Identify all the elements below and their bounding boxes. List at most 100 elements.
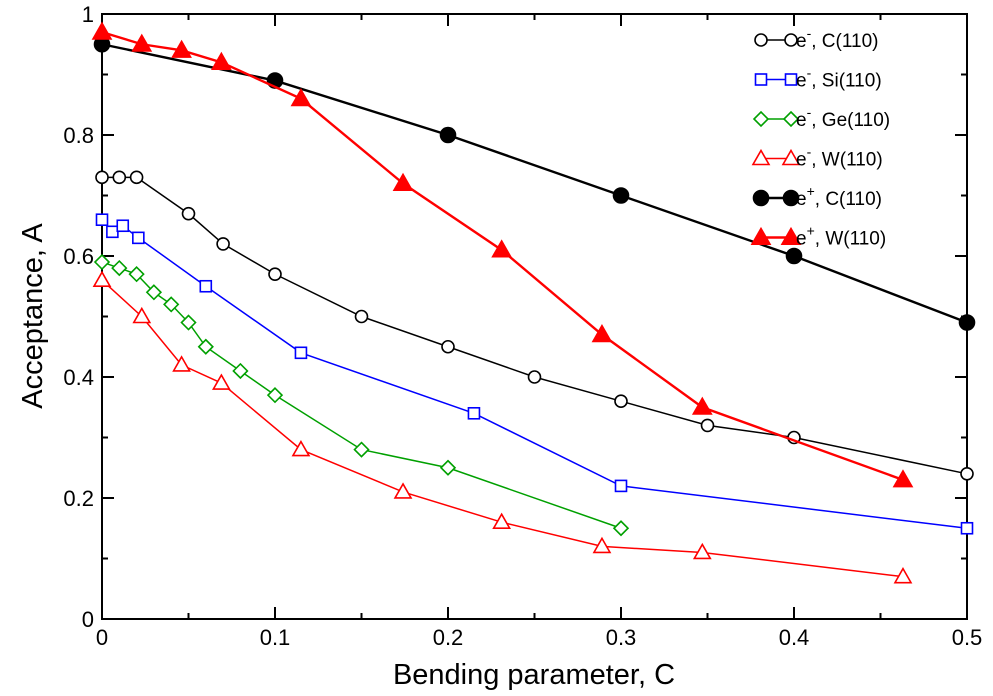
data-point [291, 439, 311, 457]
data-point [145, 284, 163, 301]
y-tick-label: 0.4 [63, 365, 94, 390]
data-point [93, 253, 111, 271]
legend-label: e-, Ge(110) [796, 104, 890, 131]
data-point [211, 373, 231, 390]
data-point [893, 567, 913, 584]
data-point [784, 73, 798, 86]
data-point [216, 237, 230, 251]
data-point [467, 406, 481, 420]
y-tick-label: 0.6 [63, 244, 94, 269]
data-point [354, 309, 369, 324]
x-tick-label: 0.2 [433, 625, 464, 650]
data-point [614, 394, 628, 409]
data-point [116, 219, 130, 233]
data-point [181, 206, 196, 221]
data-point [751, 148, 771, 166]
data-point [210, 51, 232, 70]
legend-label: e+, W(110) [796, 223, 886, 250]
data-point [754, 33, 768, 47]
x-tick-label: 0.5 [952, 625, 983, 650]
data-point [132, 231, 145, 245]
data-point [780, 226, 802, 246]
legend-entry: e+, C(110) [752, 183, 882, 210]
x-tick-label: 0.3 [606, 625, 637, 650]
series-2 [93, 253, 630, 537]
data-point [892, 469, 914, 488]
series-line [101, 279, 904, 578]
data-point [95, 170, 109, 185]
data-point [439, 126, 457, 144]
data-point [784, 33, 798, 47]
series-line [101, 261, 622, 529]
data-point [111, 259, 128, 277]
plot-frame [101, 13, 968, 620]
data-point [106, 225, 119, 239]
data-point [131, 33, 153, 52]
legend-entry: e-, Ge(110) [752, 104, 890, 131]
data-point [781, 148, 801, 166]
x-tick-label: 0.4 [779, 625, 810, 650]
data-point [491, 239, 513, 258]
data-point [750, 226, 772, 246]
series-3 [92, 270, 913, 584]
data-point [782, 110, 800, 128]
data-point [691, 396, 713, 415]
data-point [700, 418, 715, 433]
data-point [163, 296, 180, 313]
data-point [785, 247, 803, 265]
data-point [199, 279, 213, 293]
data-point [91, 21, 113, 40]
data-point [439, 459, 457, 476]
data-point [268, 267, 282, 281]
legend-entry: e+, W(110) [750, 223, 886, 250]
legend-entry: e-, W(110) [751, 144, 883, 171]
data-point [393, 482, 413, 499]
data-point [958, 314, 976, 331]
legend-label: e-, C(110) [796, 25, 878, 52]
data-point [197, 338, 214, 355]
data-point [95, 213, 109, 226]
data-point [960, 466, 974, 481]
data-point [692, 542, 712, 560]
series-5 [91, 21, 914, 488]
data-point [128, 266, 145, 283]
y-tick-label: 0.2 [63, 486, 94, 511]
data-point [171, 39, 192, 58]
legend: e-, C(110) e-, Si(110) e-, Ge(110) e-, W(11… [750, 25, 890, 250]
data-point [960, 521, 974, 535]
series-0 [95, 170, 974, 481]
data-point [441, 339, 455, 354]
data-point [132, 306, 152, 324]
x-axis-label: Bending parameter, C [393, 659, 675, 691]
series-line [102, 176, 968, 475]
data-point [592, 536, 612, 554]
data-point [290, 88, 312, 107]
data-point [612, 187, 630, 204]
data-point [591, 324, 613, 343]
data-point [266, 387, 284, 404]
data-point [527, 370, 542, 384]
series-1 [95, 213, 974, 535]
data-point [392, 172, 414, 191]
data-point [612, 520, 630, 537]
y-axis-label: Acceptance, A [17, 223, 49, 409]
x-tick-label: 0.1 [260, 625, 291, 650]
data-point [112, 170, 127, 185]
data-point [614, 479, 628, 493]
data-point [782, 189, 800, 207]
data-point [752, 189, 770, 207]
x-tick-label: 0 [96, 625, 108, 650]
data-point [754, 73, 768, 86]
data-point [172, 355, 191, 372]
y-tick-label: 0 [82, 607, 94, 632]
legend-label: e+, C(110) [796, 183, 882, 210]
legend-entry: e-, Si(110) [754, 65, 882, 92]
data-point [92, 270, 112, 288]
legend-label: e-, W(110) [796, 144, 883, 171]
series-layer [91, 21, 976, 584]
data-point [180, 314, 197, 331]
data-point [752, 110, 770, 128]
data-point [492, 512, 512, 530]
data-point [294, 346, 308, 360]
